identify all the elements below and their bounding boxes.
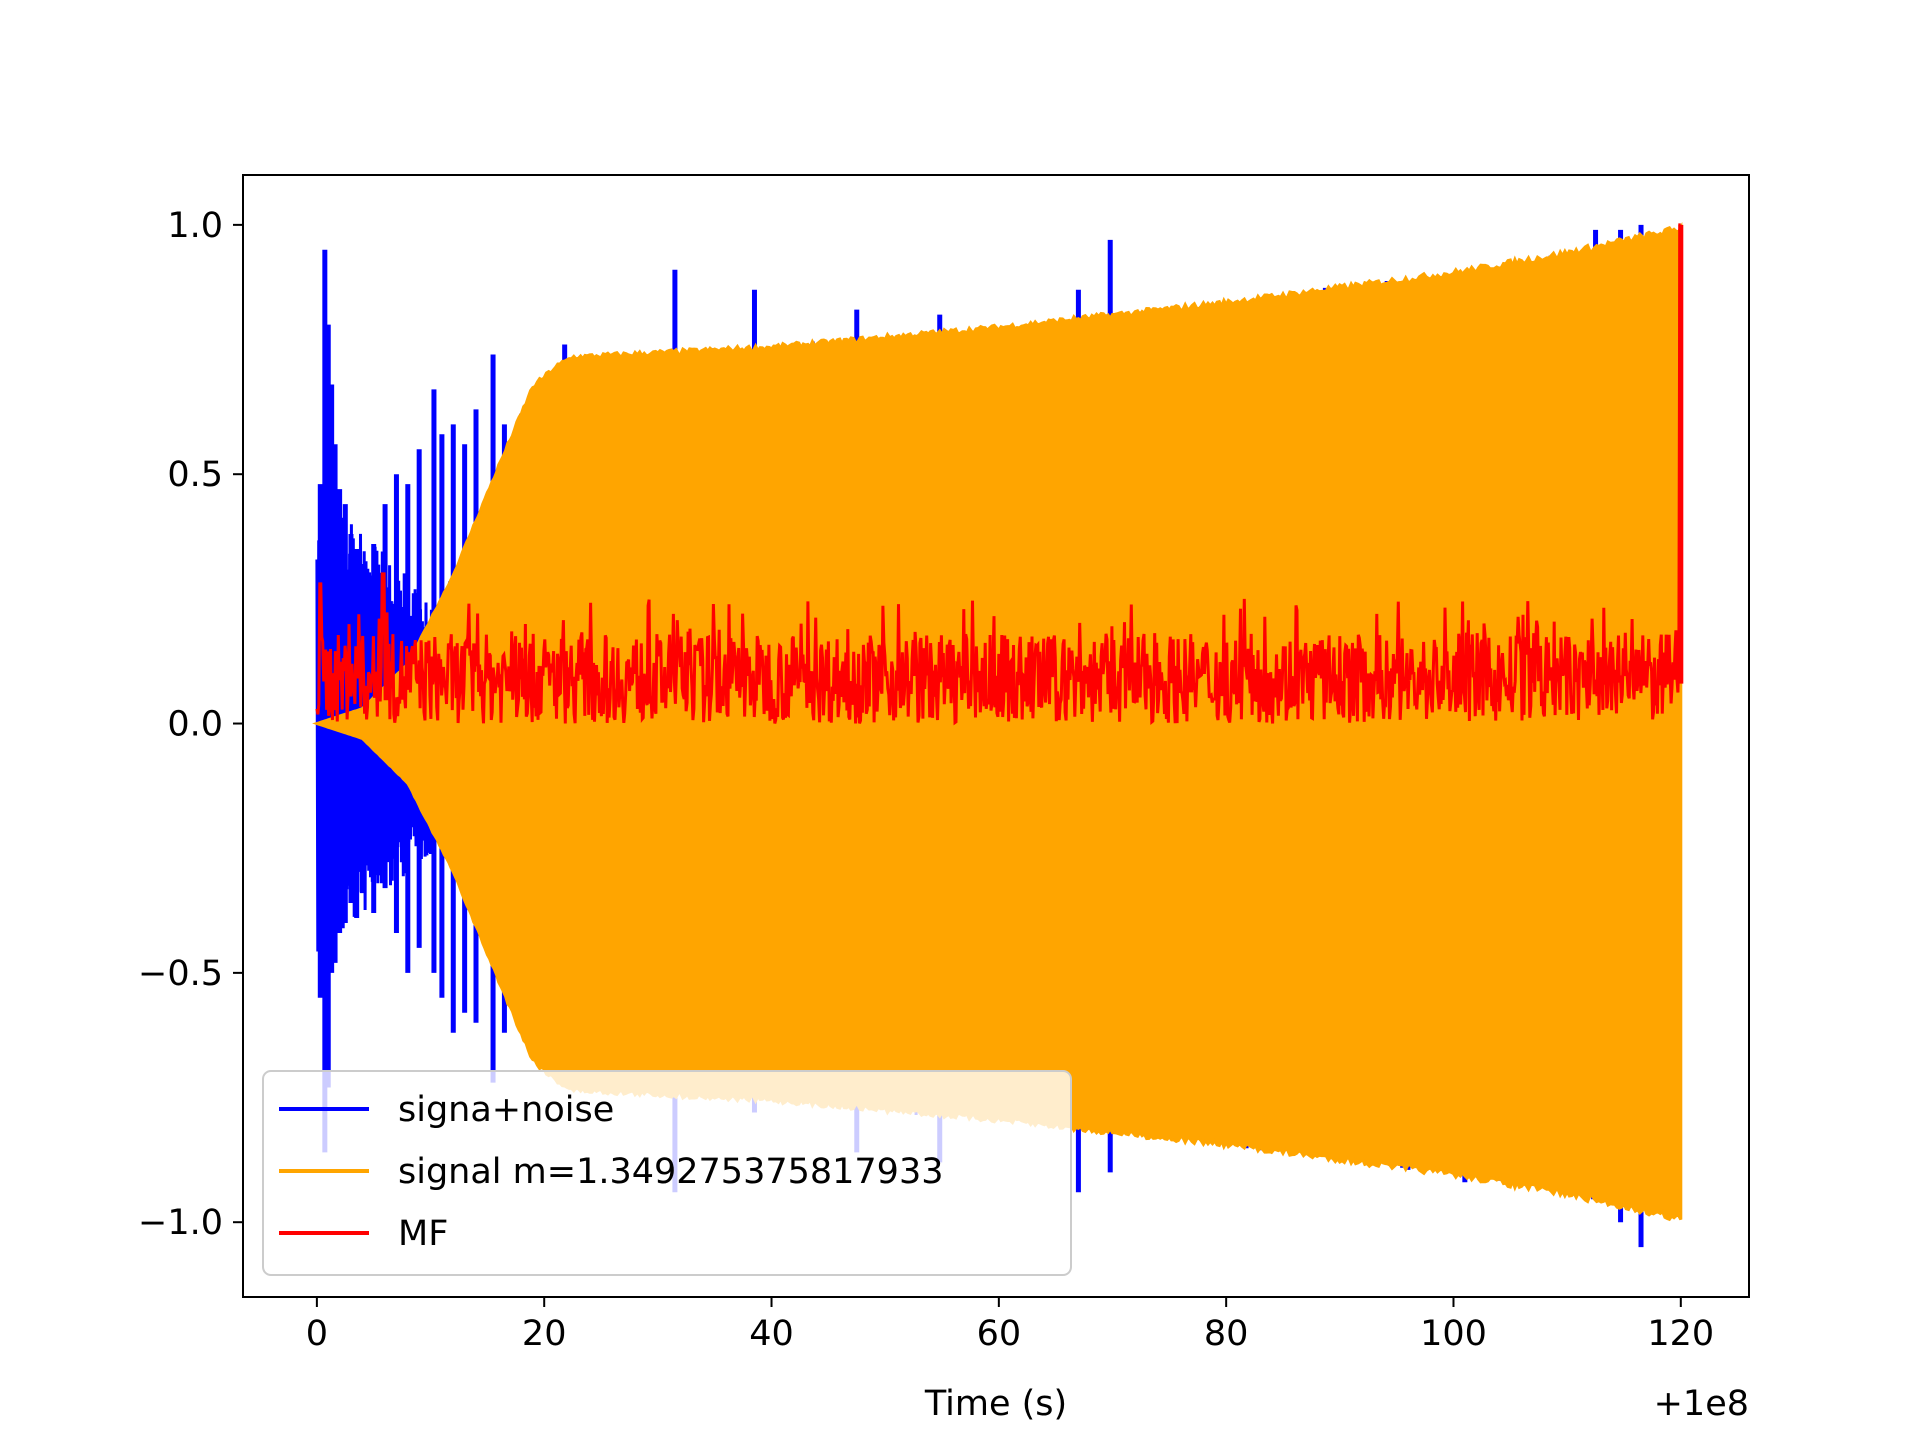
x-tick-label: 20	[522, 1314, 567, 1354]
legend-label: signal m=1.349275375817933	[398, 1152, 944, 1192]
x-tick-label: 60	[977, 1314, 1022, 1354]
x-tick-label: 40	[749, 1314, 794, 1354]
x-tick-label: 80	[1204, 1314, 1249, 1354]
legend-box	[262, 1070, 1072, 1276]
mf-line	[315, 223, 1682, 726]
y-tick-label: −0.5	[138, 954, 223, 994]
y-tick-label: −1.0	[138, 1203, 223, 1243]
x-offset-label: +1e8	[1654, 1384, 1749, 1424]
x-axis-ticks: 0 20 40 60 80 100 120	[306, 1297, 1714, 1354]
x-axis-label: Time (s)	[924, 1384, 1067, 1424]
y-tick-label: 0.5	[167, 455, 223, 495]
x-tick-label: 0	[306, 1314, 328, 1354]
y-tick-label: 0.0	[167, 705, 223, 745]
legend-label: MF	[398, 1214, 448, 1254]
x-tick-label: 120	[1647, 1314, 1714, 1354]
series-mf	[315, 223, 1684, 726]
axes-frame	[242, 174, 1750, 1298]
x-tick-label: 100	[1420, 1314, 1487, 1354]
y-axis-ticks: −1.0 −0.5 0.0 0.5 1.0	[138, 206, 243, 1243]
legend: signa+noise signal m=1.349275375817933 MF	[262, 1070, 1072, 1276]
legend-label: signa+noise	[398, 1090, 614, 1130]
y-tick-label: 1.0	[167, 206, 223, 246]
series-layer	[312, 221, 1684, 1248]
